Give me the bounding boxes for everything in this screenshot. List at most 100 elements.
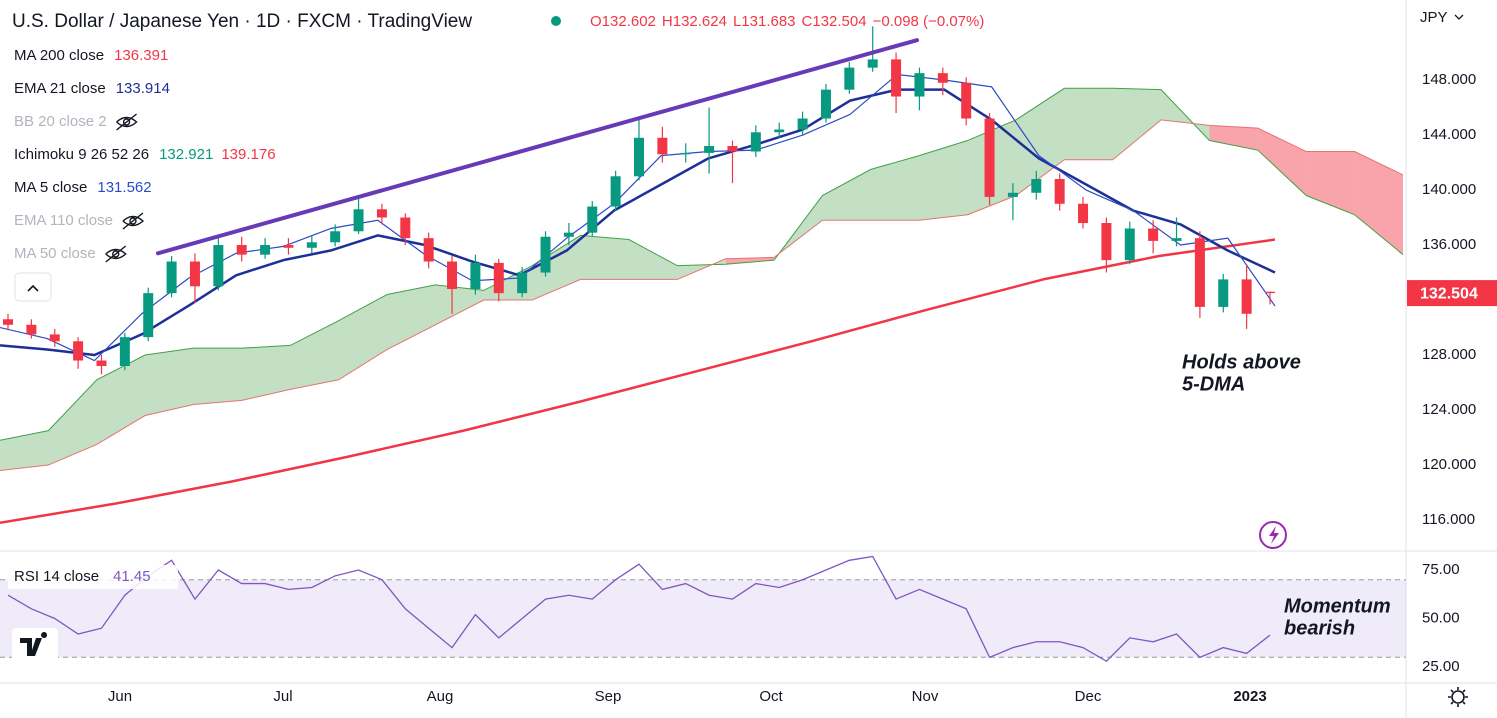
cloud-segment bbox=[1064, 88, 1113, 160]
candle-body bbox=[119, 337, 130, 367]
alert-bolt bbox=[1269, 526, 1279, 544]
cloud-segment bbox=[628, 239, 678, 280]
cloud-segment bbox=[241, 345, 291, 401]
currency-dropdown[interactable] bbox=[1454, 14, 1464, 20]
rsi-legend-bg bbox=[8, 565, 178, 589]
candle-body bbox=[563, 232, 574, 237]
cloud-segment bbox=[145, 348, 194, 416]
x-tick-label: Sep bbox=[595, 688, 622, 705]
candle-body bbox=[727, 146, 738, 152]
x-tick-label: Nov bbox=[912, 688, 939, 705]
annotation: 5-DMA bbox=[1182, 373, 1245, 395]
rsi-pane: 25.00 50.00 75.00 RSI 14 close 41.45 Momentum… bbox=[0, 555, 1460, 675]
legend-value: 139.176 bbox=[221, 146, 275, 163]
candle-body bbox=[423, 238, 434, 262]
cloud-segment bbox=[822, 169, 871, 221]
rsi-tick-label: 75.00 bbox=[1422, 561, 1460, 578]
candle-body bbox=[306, 242, 317, 248]
candle-body bbox=[353, 209, 364, 232]
annotation: Holds above bbox=[1182, 351, 1301, 373]
cloud-segment bbox=[1112, 88, 1162, 160]
candle-body bbox=[1124, 228, 1135, 261]
settings-teeth bbox=[1448, 687, 1468, 707]
quote-item: C132.504 bbox=[802, 13, 867, 30]
cloud-segment bbox=[290, 320, 339, 390]
candle-body bbox=[1148, 228, 1159, 241]
cloud-segment bbox=[725, 257, 775, 265]
candle-body bbox=[587, 206, 598, 233]
candle-body bbox=[750, 132, 761, 152]
cloud-segment bbox=[0, 430, 49, 471]
cloud-segment bbox=[193, 348, 242, 405]
candle-body bbox=[1054, 179, 1065, 204]
candle-body bbox=[96, 360, 107, 367]
ichimoku-span-a bbox=[0, 87, 1404, 441]
candle-body bbox=[1007, 192, 1018, 197]
legend-name: MA 200 close bbox=[14, 47, 104, 64]
currency-unit[interactable]: JPY bbox=[1420, 9, 1448, 26]
candle-body bbox=[634, 137, 644, 177]
candle-body bbox=[610, 176, 621, 207]
rsi-tick-label: 25.00 bbox=[1422, 658, 1460, 675]
cloud-segment bbox=[1354, 151, 1403, 255]
price-tag bbox=[1407, 280, 1497, 307]
cloud-segment bbox=[532, 235, 581, 301]
legend-name: Ichimoku 9 26 52 26 bbox=[14, 146, 149, 163]
legend-value: 132.921 bbox=[159, 146, 213, 163]
cloud-segment bbox=[1306, 151, 1355, 215]
x-tick-label: Oct bbox=[759, 688, 783, 705]
candle-body bbox=[540, 236, 551, 273]
candle-body bbox=[166, 261, 177, 294]
quote-item: H132.624 bbox=[662, 13, 727, 30]
eye-off-icon bbox=[122, 212, 144, 230]
settings-icon[interactable] bbox=[1451, 690, 1465, 704]
candle-body bbox=[470, 262, 481, 290]
cloud-segment bbox=[580, 235, 629, 280]
candle-body bbox=[260, 245, 271, 255]
candle-body bbox=[1078, 203, 1089, 224]
legend-name: MA 5 close bbox=[14, 179, 87, 196]
y-tick-label: 124.000 bbox=[1422, 401, 1476, 418]
trendline bbox=[156, 38, 919, 256]
cloud-segment bbox=[435, 284, 484, 325]
legend-value: 136.391 bbox=[114, 47, 168, 64]
candle-body bbox=[891, 59, 902, 97]
legend-name: BB 20 close 2 bbox=[14, 113, 107, 130]
overlay: U.S. Dollar / Japanese Yen · 1D · FXCM ·… bbox=[12, 9, 1468, 707]
rsi-tick-label: 50.00 bbox=[1422, 609, 1460, 626]
candle-body bbox=[1218, 279, 1229, 307]
quote-item: −0.098 (−0.07%) bbox=[873, 13, 985, 30]
candle-body bbox=[961, 82, 972, 119]
candle-body bbox=[937, 73, 948, 83]
candle-body bbox=[143, 293, 154, 338]
y-tick-label: 140.000 bbox=[1422, 181, 1476, 198]
candle-body bbox=[26, 324, 37, 335]
x-tick-label: Aug bbox=[427, 688, 454, 705]
candle-body bbox=[914, 73, 925, 97]
candle-body bbox=[867, 59, 878, 68]
candle-body bbox=[236, 245, 247, 255]
cloud-segment bbox=[1209, 125, 1258, 151]
collapse-icon bbox=[27, 284, 39, 292]
candle-body bbox=[704, 146, 715, 153]
x-tick-label: 2023 bbox=[1233, 688, 1266, 705]
alert-icon[interactable] bbox=[1259, 521, 1287, 549]
legend-name: EMA 110 close bbox=[14, 212, 113, 229]
candle-body bbox=[797, 118, 808, 130]
cloud-segment bbox=[387, 284, 436, 350]
y-tick-label: 120.000 bbox=[1422, 456, 1476, 473]
candle-body bbox=[1171, 238, 1182, 241]
ichimoku-span-b bbox=[0, 119, 1404, 472]
cloud-segment bbox=[1257, 128, 1307, 196]
candle-body bbox=[493, 262, 504, 294]
candle-body bbox=[213, 245, 224, 287]
y-tick-label: 148.000 bbox=[1422, 71, 1476, 88]
candle-body bbox=[73, 341, 84, 361]
candle-body bbox=[984, 118, 995, 197]
rsi-line bbox=[7, 555, 1271, 662]
candle-body bbox=[3, 319, 13, 325]
rsi-band bbox=[0, 579, 1406, 658]
logo bbox=[20, 632, 48, 656]
